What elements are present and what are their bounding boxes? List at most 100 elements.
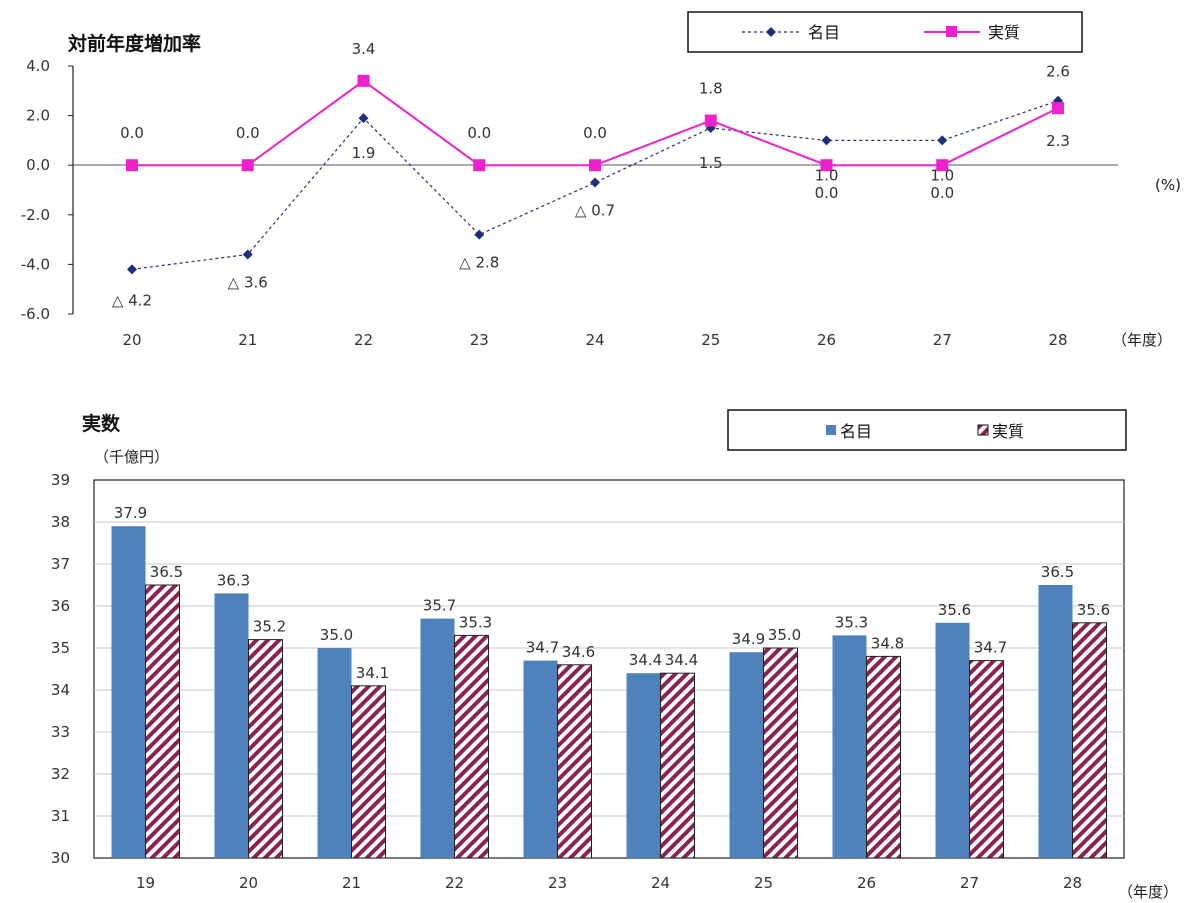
nominal-point <box>242 249 253 260</box>
nominal-data-label: 1.5 <box>699 154 723 172</box>
growth-x-tick-label: 25 <box>701 331 720 349</box>
nominal-bar-label: 34.4 <box>629 651 662 669</box>
nominal-data-label: △ 3.6 <box>228 273 268 291</box>
legend-nominal-bar-label: 名目 <box>840 422 872 441</box>
real-data-label: 0.0 <box>930 184 954 202</box>
nominal-bar <box>935 622 970 858</box>
real-bar-label: 34.7 <box>974 639 1007 657</box>
nominal-bar <box>1038 585 1073 858</box>
nominal-point <box>590 177 600 188</box>
actual-y-tick-label: 37 <box>51 555 70 573</box>
real-bar-label: 34.1 <box>356 664 389 682</box>
actual-y-tick-label: 31 <box>51 807 70 825</box>
real-data-label: 3.4 <box>352 40 376 58</box>
nominal-point <box>358 113 369 124</box>
actual-x-tick-label: 25 <box>754 874 773 892</box>
real-bar <box>1072 622 1107 859</box>
actual-y-unit: （千億円） <box>94 448 169 466</box>
actual-y-tick-label: 35 <box>51 639 70 657</box>
nominal-bar-label: 35.6 <box>938 601 971 619</box>
real-bar-label: 34.4 <box>665 651 698 669</box>
growth-x-tick-label: 26 <box>817 331 836 349</box>
nominal-bar-label: 36.5 <box>1041 563 1074 581</box>
nominal-data-label: △ 2.8 <box>459 254 499 272</box>
legend-real-marker <box>946 26 957 37</box>
real-bar-label: 35.2 <box>253 618 286 636</box>
nominal-bar-label: 34.9 <box>732 630 765 648</box>
actual-values-chart: 実数 （千億円） 名目 実質 39 38 37 36 35 34 33 32 31 30 37.9… <box>51 409 1178 901</box>
actual-x-ticks: 19 20 21 22 23 24 25 26 27 28 <box>136 874 1082 892</box>
real-data-label: 2.3 <box>1046 132 1070 150</box>
nominal-bar-label: 35.0 <box>320 626 353 644</box>
real-bar-label: 35.6 <box>1077 601 1110 619</box>
growth-legend-box <box>687 11 1083 53</box>
real-bar-label: 35.0 <box>768 626 801 644</box>
nominal-bar-label: 35.3 <box>835 613 868 631</box>
growth-y-tick-label: 4.0 <box>26 57 50 75</box>
real-point <box>589 159 601 172</box>
nominal-bar <box>729 652 764 858</box>
real-bar <box>866 655 901 859</box>
real-data-label: 0.0 <box>236 124 260 142</box>
actual-x-tick-label: 20 <box>239 874 258 892</box>
nominal-point <box>821 135 832 146</box>
actual-x-tick-label: 23 <box>548 874 567 892</box>
nominal-data-label: 1.0 <box>815 166 839 184</box>
nominal-point <box>474 229 485 240</box>
nominal-data-label: 1.9 <box>352 144 376 162</box>
legend-nominal-marker <box>766 27 776 37</box>
actual-y-tick-label: 38 <box>51 513 70 531</box>
real-bar <box>145 584 180 859</box>
nominal-data-label: 2.6 <box>1046 63 1070 81</box>
actual-x-tick-label: 21 <box>342 874 361 892</box>
legend-nominal-label: 名目 <box>808 23 840 42</box>
growth-x-tick-label: 20 <box>122 331 141 349</box>
nominal-bar-label: 35.7 <box>423 597 456 615</box>
growth-x-tick-label: 27 <box>933 331 952 349</box>
nominal-point <box>127 264 137 275</box>
nominal-bar-label: 34.7 <box>526 639 559 657</box>
actual-legend-box <box>727 409 1127 451</box>
legend-real-label: 実質 <box>988 23 1020 42</box>
growth-legend: 名目 実質 <box>687 11 1083 53</box>
growth-rate-chart: 対前年度増加率 名目 実質 4.0 2.0 0.0 -2.0 -4.0 -6.0 20 21… <box>21 11 1181 349</box>
actual-y-tick-label: 36 <box>51 597 70 615</box>
nominal-bar <box>111 526 146 858</box>
actual-x-tick-label: 19 <box>136 874 155 892</box>
actual-y-tick-label: 30 <box>51 849 70 867</box>
growth-x-tick-label: 28 <box>1048 331 1067 349</box>
real-data-label: 0.0 <box>120 124 144 142</box>
legend-nominal-swatch <box>826 425 836 435</box>
real-bar-label: 34.6 <box>562 643 595 661</box>
growth-x-tick-label: 24 <box>585 331 604 349</box>
actual-x-tick-label: 27 <box>960 874 979 892</box>
growth-y-tick-label: -2.0 <box>21 206 50 224</box>
nominal-data-label: △ 4.2 <box>112 291 152 309</box>
growth-y-tick-label: -4.0 <box>21 255 50 273</box>
real-bar-label: 35.3 <box>459 613 492 631</box>
growth-x-unit: （年度） <box>1112 331 1172 349</box>
actual-y-tick-label: 39 <box>51 471 70 489</box>
actual-x-tick-label: 24 <box>651 874 670 892</box>
growth-y-ticks: 4.0 2.0 0.0 -2.0 -4.0 -6.0 <box>21 57 73 323</box>
actual-x-unit: （年度） <box>1118 883 1178 901</box>
growth-series: △ 4.2 △ 3.6 1.9 △ 2.8 △ 0.7 1.5 1.0 1.0 2.6 0.0 0.… <box>112 40 1070 309</box>
nominal-series-line <box>131 100 1059 270</box>
nominal-bar <box>214 593 249 858</box>
real-bar <box>351 685 386 859</box>
real-point <box>704 114 717 127</box>
nominal-bar <box>317 648 352 858</box>
nominal-bar <box>523 660 558 858</box>
nominal-point <box>937 135 948 146</box>
nominal-bar-label: 36.3 <box>217 571 250 589</box>
actual-y-tick-label: 33 <box>51 723 70 741</box>
real-bar <box>248 639 283 859</box>
nominal-data-label: 1.0 <box>930 166 954 184</box>
growth-y-tick-label: -6.0 <box>21 305 50 323</box>
real-bar <box>763 647 798 859</box>
growth-x-tick-label: 22 <box>354 331 373 349</box>
nominal-bar-label: 37.9 <box>114 504 147 522</box>
real-data-label: 0.0 <box>467 124 491 142</box>
actual-chart-title: 実数 <box>82 412 121 435</box>
real-point <box>126 159 138 172</box>
